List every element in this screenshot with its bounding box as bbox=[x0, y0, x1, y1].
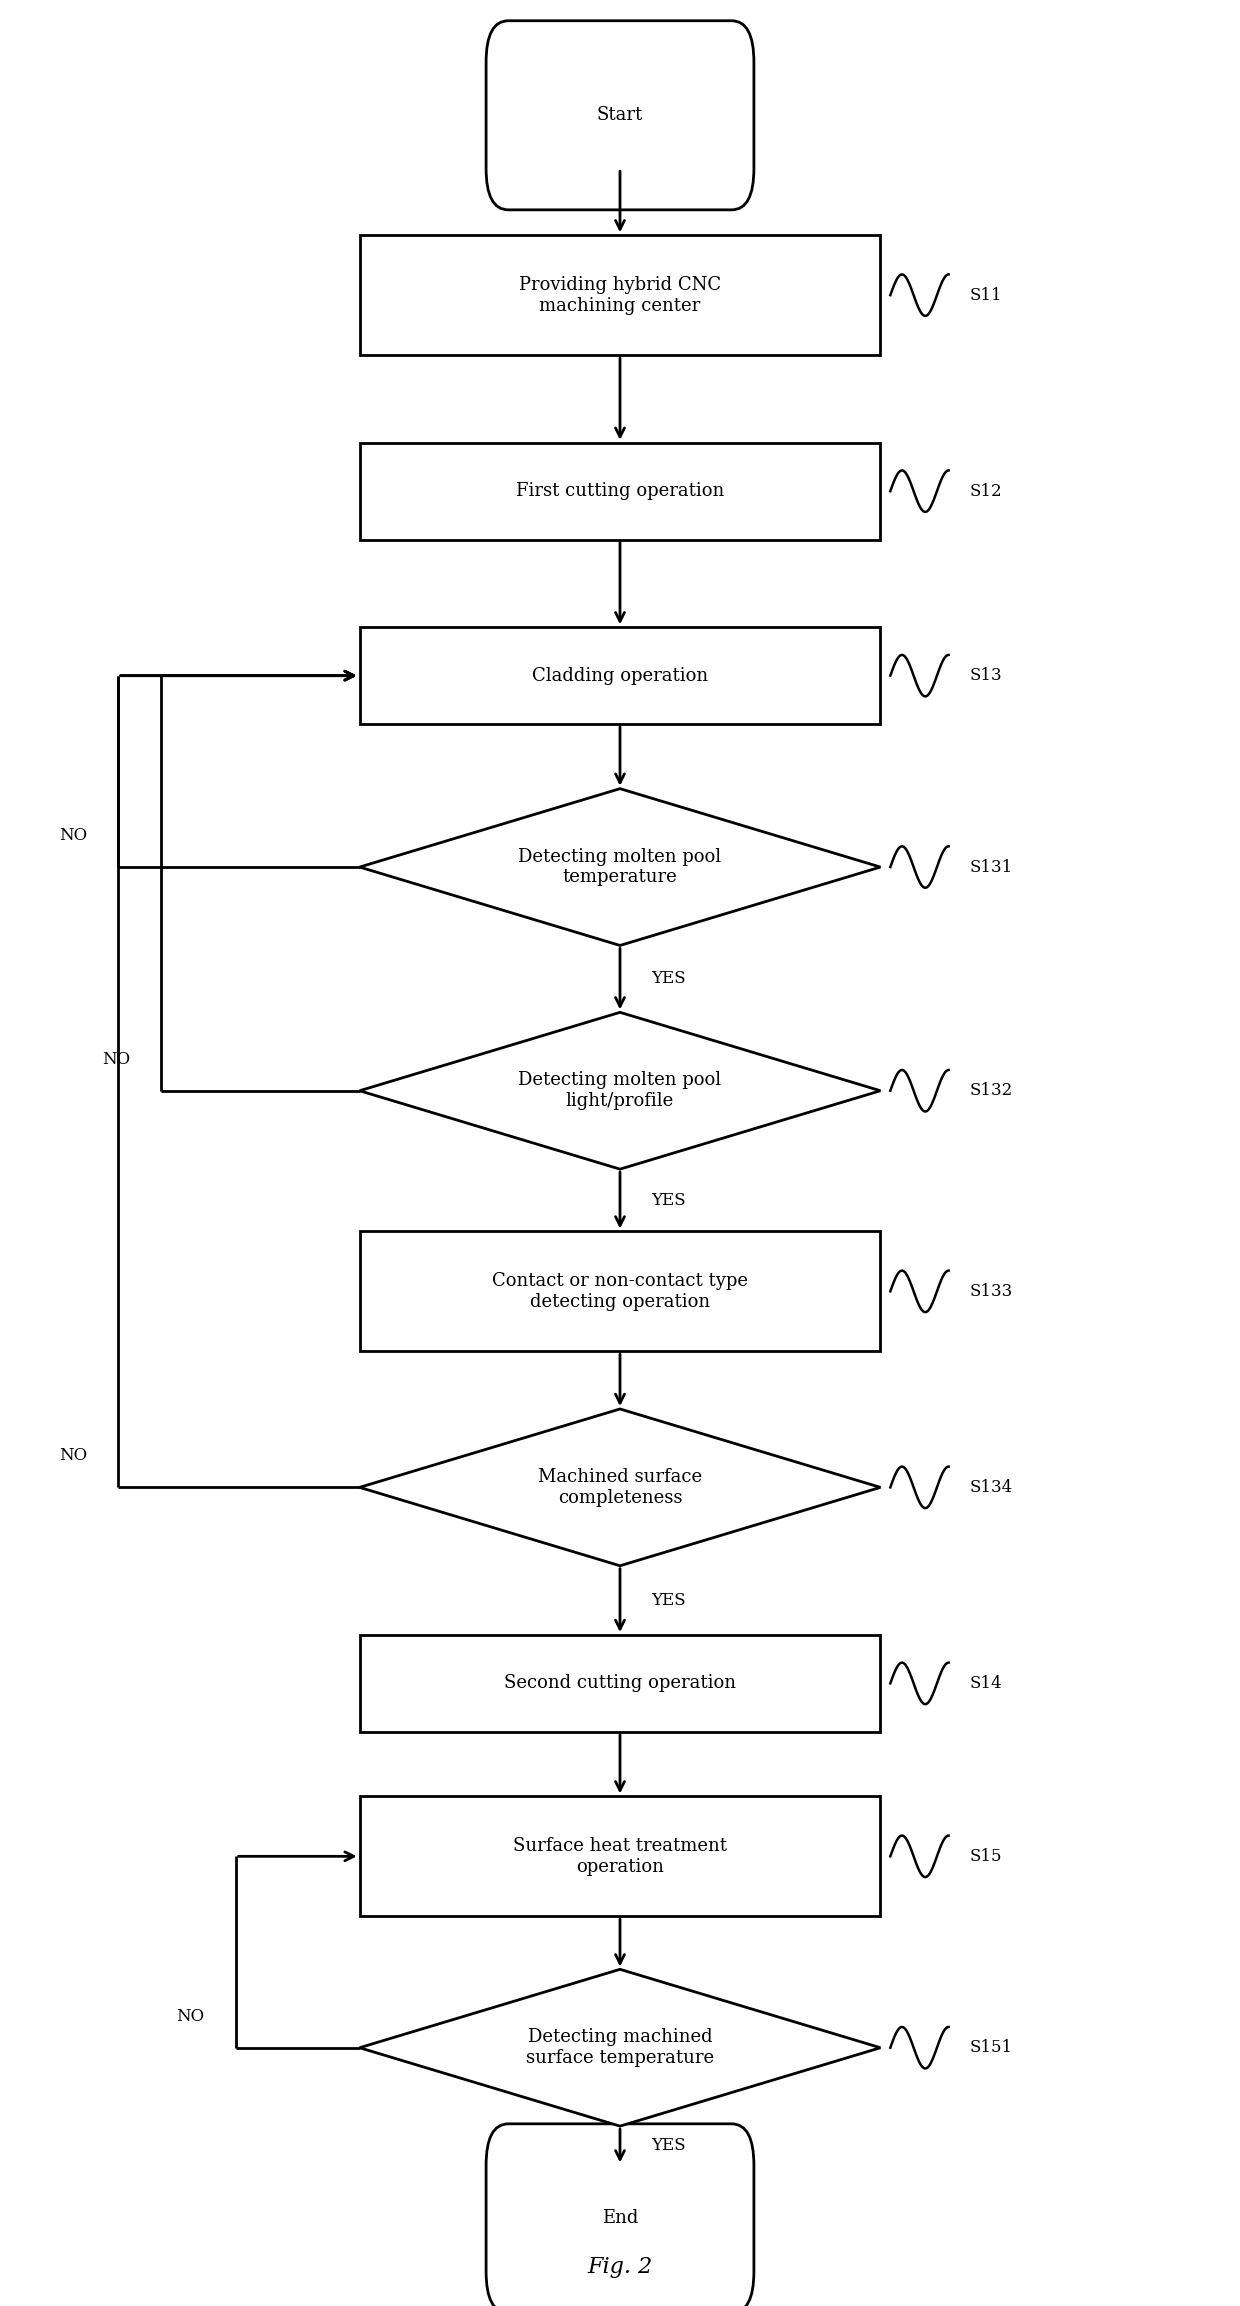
Bar bbox=[360, 443, 880, 540]
Polygon shape bbox=[360, 1969, 880, 2126]
Polygon shape bbox=[360, 1409, 880, 1566]
Text: S151: S151 bbox=[970, 2039, 1013, 2057]
Text: S15: S15 bbox=[970, 1847, 1002, 1866]
Text: Cladding operation: Cladding operation bbox=[532, 666, 708, 685]
Text: S14: S14 bbox=[970, 1674, 1002, 1693]
Text: S11: S11 bbox=[970, 286, 1002, 304]
Text: NO: NO bbox=[58, 1448, 87, 1464]
Text: S131: S131 bbox=[970, 858, 1013, 876]
Text: End: End bbox=[601, 2209, 639, 2228]
Text: Providing hybrid CNC
machining center: Providing hybrid CNC machining center bbox=[518, 277, 722, 314]
Polygon shape bbox=[360, 789, 880, 945]
Text: YES: YES bbox=[651, 1192, 686, 1208]
Text: S132: S132 bbox=[970, 1082, 1013, 1100]
Bar bbox=[360, 627, 880, 724]
Text: Contact or non-contact type
detecting operation: Contact or non-contact type detecting op… bbox=[492, 1273, 748, 1310]
Text: NO: NO bbox=[58, 828, 87, 844]
Text: Second cutting operation: Second cutting operation bbox=[503, 1674, 737, 1693]
Text: YES: YES bbox=[651, 971, 686, 987]
Polygon shape bbox=[360, 1012, 880, 1169]
Text: S133: S133 bbox=[970, 1282, 1013, 1301]
Bar bbox=[360, 1635, 880, 1732]
FancyBboxPatch shape bbox=[486, 2124, 754, 2306]
Text: Detecting molten pool
temperature: Detecting molten pool temperature bbox=[518, 849, 722, 886]
Bar bbox=[360, 1796, 880, 1916]
Text: YES: YES bbox=[651, 2138, 686, 2154]
Text: S134: S134 bbox=[970, 1478, 1013, 1497]
Text: S13: S13 bbox=[970, 666, 1002, 685]
Text: S12: S12 bbox=[970, 482, 1002, 500]
Text: NO: NO bbox=[176, 2009, 205, 2025]
Text: YES: YES bbox=[651, 1591, 686, 1610]
Text: Machined surface
completeness: Machined surface completeness bbox=[538, 1469, 702, 1506]
Text: First cutting operation: First cutting operation bbox=[516, 482, 724, 500]
Bar bbox=[360, 235, 880, 355]
Text: NO: NO bbox=[102, 1052, 130, 1068]
Text: Surface heat treatment
operation: Surface heat treatment operation bbox=[513, 1838, 727, 1875]
Text: Detecting machined
surface temperature: Detecting machined surface temperature bbox=[526, 2029, 714, 2066]
Text: Start: Start bbox=[596, 106, 644, 125]
Text: Fig. 2: Fig. 2 bbox=[588, 2255, 652, 2278]
Bar bbox=[360, 1231, 880, 1351]
FancyBboxPatch shape bbox=[486, 21, 754, 210]
Text: Detecting molten pool
light/profile: Detecting molten pool light/profile bbox=[518, 1072, 722, 1109]
